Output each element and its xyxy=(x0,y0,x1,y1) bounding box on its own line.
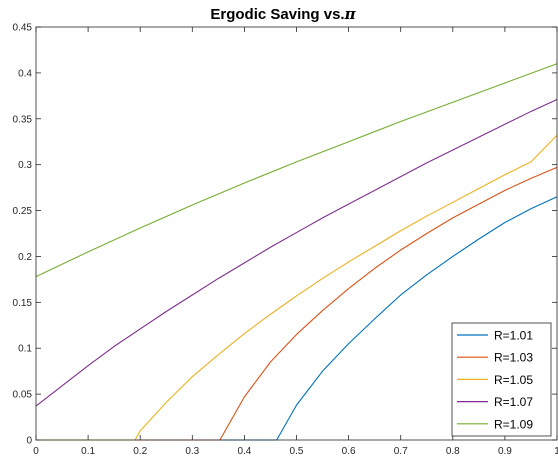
series-line-4 xyxy=(35,99,558,407)
plot-frame xyxy=(35,26,558,441)
chart-title: Ergodic Saving vs.π xyxy=(210,5,356,23)
legend: R=1.01 R=1.03 R=1.05 R=1.07 R=1.09 xyxy=(451,322,552,437)
legend-label: R=1.07 xyxy=(494,395,533,409)
series-line-3 xyxy=(36,134,558,441)
chart-title-text: Ergodic Saving vs. xyxy=(210,6,344,23)
y-tick-label: 0.1 xyxy=(18,344,32,355)
x-tick-label: 0 xyxy=(33,446,39,457)
y-tick-label: 0.05 xyxy=(13,390,33,401)
y-tick-label: 0.15 xyxy=(13,298,33,309)
x-tick-label: 0.5 xyxy=(290,446,304,457)
y-tick-label: 0.25 xyxy=(13,206,33,217)
x-tick-label: 0.9 xyxy=(498,446,512,457)
x-tick-label: 0.3 xyxy=(185,446,199,457)
legend-label: R=1.05 xyxy=(494,373,533,387)
y-tick-label: 0.45 xyxy=(13,23,33,34)
legend-label: R=1.09 xyxy=(494,417,533,431)
x-tick-label: 0.8 xyxy=(446,446,460,457)
y-tick-label: 0.2 xyxy=(18,252,32,263)
y-tick-label: 0 xyxy=(26,436,32,447)
legend-label: R=1.01 xyxy=(494,329,533,343)
x-tick-label: 0.2 xyxy=(133,446,147,457)
y-tick-label: 0.35 xyxy=(13,114,33,125)
series-line-5 xyxy=(35,63,558,278)
x-tick-label: 0.6 xyxy=(342,446,356,457)
x-tick-label: 0.7 xyxy=(394,446,408,457)
x-tick-label: 1 xyxy=(554,446,558,457)
x-tick-label: 0.1 xyxy=(81,446,95,457)
y-tick-label: 0.4 xyxy=(18,68,32,79)
x-tick-label: 0.4 xyxy=(237,446,251,457)
y-tick-label: 0.3 xyxy=(18,160,32,171)
axes: 0 0.1 0.2 0.3 0.4 0.5 0.6 0.7 0.8 0.9 1 0 0.05 0.1 0.1… xyxy=(13,23,558,458)
chart-title-symbol: π xyxy=(344,5,357,23)
legend-label: R=1.03 xyxy=(494,351,533,365)
